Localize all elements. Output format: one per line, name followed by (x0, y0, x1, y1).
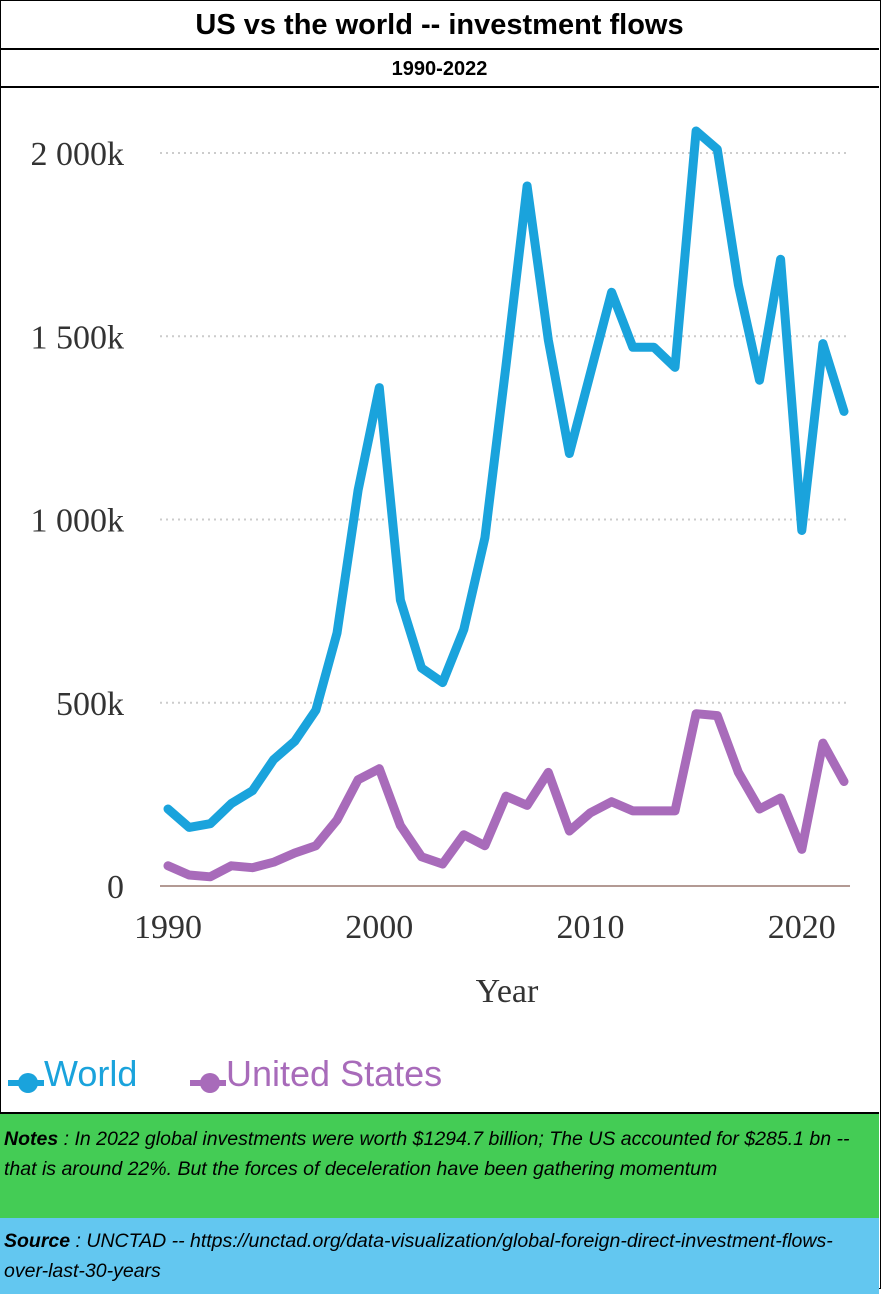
notes-label: Notes (4, 1128, 59, 1150)
x-axis-title: Year (476, 973, 539, 1010)
series-line-1 (163, 709, 849, 882)
y-tick-label-1: 500k (56, 686, 124, 723)
legend-swatch-dot-1 (200, 1073, 220, 1093)
y-tick-label-4: 2 000k (31, 136, 125, 173)
notes-text: : In 2022 global investments were worth … (4, 1128, 850, 1180)
legend: World United States (8, 1053, 442, 1094)
line-chart: 0 500k 1 000k 1 500k 2 000k 1990 2000 2010 2020… (8, 126, 850, 1094)
x-tick-label-0: 1990 (134, 909, 202, 946)
legend-swatch-dot-0 (18, 1073, 38, 1093)
series-line-0 (163, 126, 849, 832)
x-tick-label-2: 2010 (557, 909, 625, 946)
gridlines (160, 152, 850, 887)
chart-area: 0 500k 1 000k 1 500k 2 000k 1990 2000 2010 2020… (0, 88, 879, 1112)
legend-label-0: World (44, 1053, 137, 1094)
notes-box: Notes : In 2022 global investments were … (0, 1112, 879, 1228)
chart-subtitle: 1990-2022 (0, 50, 879, 88)
y-axis-ticks: 0 500k 1 000k 1 500k 2 000k (31, 136, 125, 906)
chart-title: US vs the world -- investment flows (0, 0, 879, 50)
y-tick-label-3: 1 500k (31, 319, 125, 356)
x-tick-label-1: 2000 (345, 909, 413, 946)
y-tick-label-0: 0 (107, 869, 124, 906)
legend-label-1: United States (226, 1053, 442, 1094)
x-axis-ticks: 1990 2000 2010 2020 (134, 909, 836, 946)
source-label: Source (4, 1230, 71, 1252)
source-text: : UNCTAD -- https://unctad.org/data-visu… (4, 1230, 833, 1282)
y-tick-label-2: 1 000k (31, 503, 125, 540)
source-box: Source : UNCTAD -- https://unctad.org/da… (0, 1218, 879, 1294)
series-lines (163, 126, 849, 882)
x-tick-label-3: 2020 (768, 909, 836, 946)
